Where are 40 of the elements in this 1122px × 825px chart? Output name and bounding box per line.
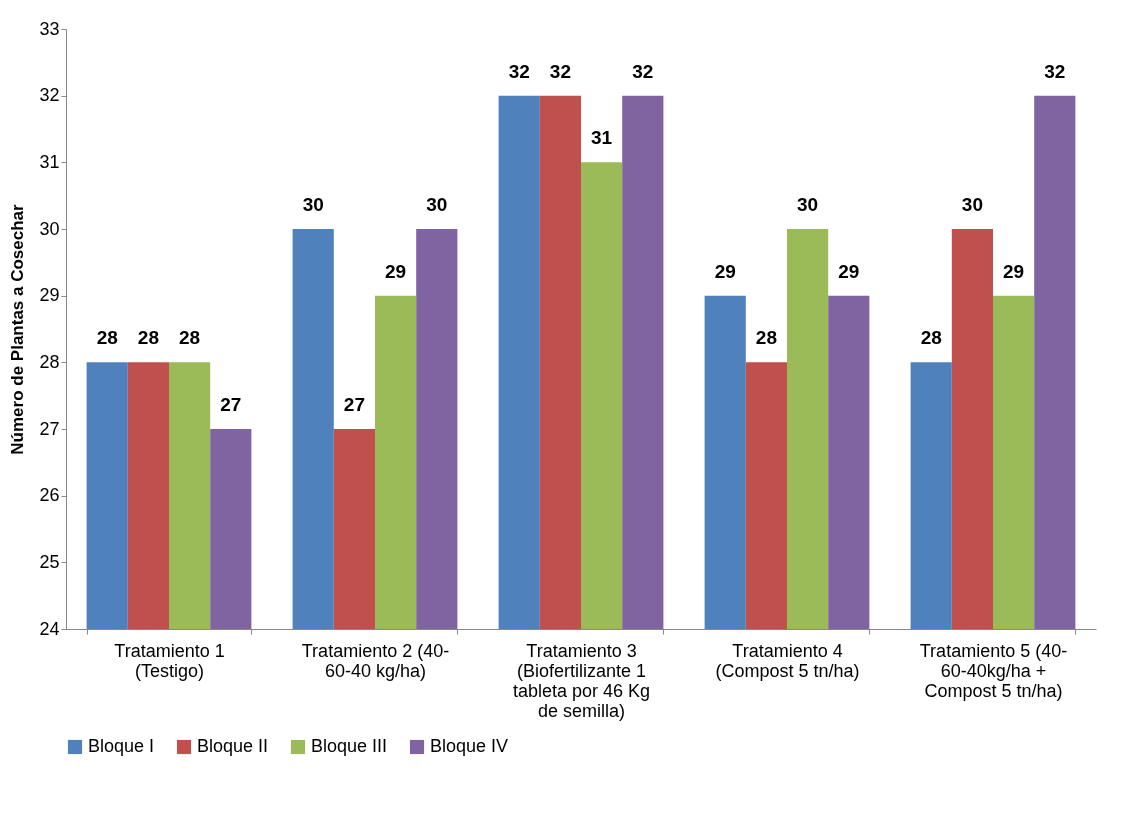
- data-label: 32: [508, 60, 530, 82]
- y-tick-label: 24: [39, 618, 60, 639]
- legend-label: Bloque I: [88, 736, 155, 756]
- data-label: 30: [961, 194, 983, 215]
- y-tick-label: 29: [39, 285, 60, 306]
- data-label: 29: [385, 260, 407, 282]
- y-tick-label: 31: [39, 151, 60, 172]
- data-label: 30: [302, 194, 324, 215]
- y-tick-label: 27: [39, 418, 60, 439]
- data-label: 27: [220, 394, 242, 415]
- y-tick-label: 25: [39, 551, 60, 572]
- x-tick-label: Tratamiento 5 (40-60-40kg/ha + Compost 5 tn/ha): [919, 640, 1068, 701]
- data-label: 28: [755, 327, 777, 349]
- data-label: 29: [838, 260, 860, 282]
- data-label: 29: [714, 260, 736, 282]
- legend-label: Bloque IV: [430, 736, 509, 756]
- legend-label: Bloque II: [197, 736, 269, 756]
- legend-label: Bloque III: [311, 736, 388, 756]
- data-label: 28: [137, 327, 159, 349]
- data-label: 30: [426, 194, 448, 215]
- y-axis-title: Número de Plantas a Cosechar: [8, 203, 28, 455]
- data-label: 30: [797, 194, 819, 215]
- data-label: 28: [920, 327, 942, 349]
- data-label: 28: [96, 327, 118, 349]
- y-tick-label: 32: [39, 85, 60, 106]
- data-label: 32: [632, 60, 654, 82]
- data-label: 27: [343, 394, 365, 415]
- data-label: 31: [591, 127, 613, 149]
- data-label: 28: [179, 327, 201, 349]
- data-label: 29: [1003, 260, 1025, 282]
- x-tick-label: Tratamiento 1 (Testigo): [114, 640, 225, 681]
- x-tick-label: Tratamiento 3 (Biofertilizante 1 tableta por 46 Kg de semilla): [512, 640, 651, 721]
- x-tick-label: Tratamiento 4 (Compost 5 tn/ha): [715, 640, 860, 681]
- y-tick-label: 28: [39, 351, 60, 372]
- y-tick-label: 33: [39, 18, 60, 39]
- y-tick-label: 26: [39, 485, 60, 506]
- x-tick-label: Tratamiento 2 (40-60-40 kg/ha): [301, 640, 450, 681]
- y-tick-label: 30: [39, 218, 60, 239]
- data-label: 32: [1044, 60, 1066, 82]
- data-label: 32: [549, 60, 571, 82]
